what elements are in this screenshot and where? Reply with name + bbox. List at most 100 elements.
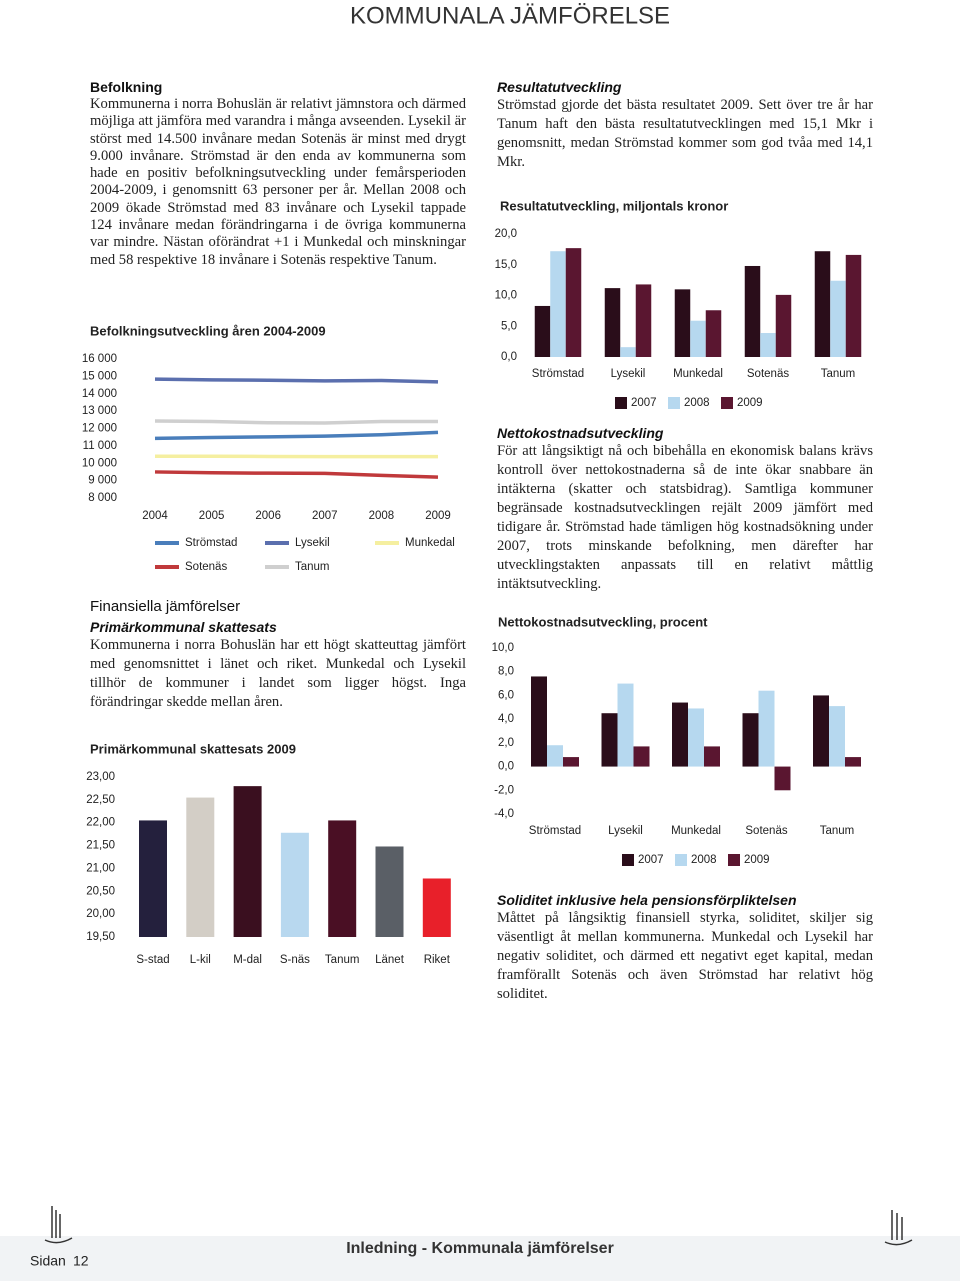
y-tick-label: 10,0 <box>495 290 517 302</box>
bar <box>705 310 722 357</box>
bar <box>635 284 652 357</box>
series-line <box>154 419 438 425</box>
bar <box>813 695 829 767</box>
x-tick-label: Tanum <box>820 825 855 837</box>
footer-band <box>0 1236 960 1281</box>
y-tick-label: -4,0 <box>494 808 514 820</box>
legend-label: 2008 <box>684 397 710 409</box>
bar <box>139 820 167 937</box>
bar <box>775 294 792 357</box>
legend-label: 2009 <box>737 397 763 409</box>
bar <box>704 746 720 767</box>
y-tick-label: 22,50 <box>86 794 115 806</box>
x-tick-label: S-näs <box>280 954 310 966</box>
x-tick-label: 2009 <box>425 510 451 522</box>
x-tick-label: Sotenäs <box>747 368 789 380</box>
y-tick-label: 20,50 <box>86 885 115 897</box>
bar <box>672 702 688 767</box>
legend-label: Strömstad <box>185 537 237 549</box>
y-tick-label: 4,0 <box>498 713 514 725</box>
y-tick-label: -2,0 <box>494 784 514 796</box>
x-tick-label: Munkedal <box>671 825 721 837</box>
bar <box>565 248 582 357</box>
y-tick-label: 19,50 <box>86 931 115 943</box>
legend-swatch <box>728 854 740 866</box>
section-heading: Befolkning <box>90 79 163 95</box>
y-tick-label: 10,0 <box>492 642 514 654</box>
bar <box>375 846 404 937</box>
x-tick-label: Lysekil <box>608 825 643 837</box>
x-tick-label: Strömstad <box>529 825 581 837</box>
bar <box>422 878 451 937</box>
bar <box>845 757 861 767</box>
section-heading: Soliditet inklusive hela pensionsförplik… <box>497 892 797 908</box>
bar <box>531 676 547 767</box>
bar <box>744 265 761 357</box>
bar <box>601 713 618 767</box>
x-tick-label: 2008 <box>369 510 395 522</box>
y-tick-label: 8 000 <box>88 492 117 504</box>
legend-label: 2008 <box>691 854 717 866</box>
section-heading: Resultatutveckling <box>497 79 622 95</box>
y-tick-label: 0,0 <box>501 351 517 363</box>
y-tick-label: 0,0 <box>498 761 514 773</box>
legend-swatch <box>615 397 627 409</box>
x-tick-label: Sotenäs <box>745 825 787 837</box>
y-tick-label: 22,00 <box>86 817 115 829</box>
legend-swatch <box>675 854 687 866</box>
y-tick-label: 15,0 <box>495 259 517 271</box>
x-tick-label: Riket <box>424 954 451 966</box>
legend-label: 2007 <box>638 854 664 866</box>
legend-label: Munkedal <box>405 537 455 549</box>
bar <box>774 766 791 791</box>
legend-swatch <box>721 397 733 409</box>
page-number: 12 <box>73 1253 89 1269</box>
y-tick-label: 21,50 <box>86 840 115 852</box>
page-label: Sidan <box>30 1253 66 1269</box>
x-tick-label: Länet <box>375 954 405 966</box>
x-tick-label: Tanum <box>325 954 360 966</box>
y-tick-label: 10 000 <box>82 457 117 469</box>
y-tick-label: 11 000 <box>83 440 117 452</box>
y-tick-label: 16 000 <box>82 353 117 365</box>
bar <box>742 713 759 767</box>
legend-label: Sotenäs <box>185 561 227 573</box>
x-tick-label: L-kil <box>190 954 211 966</box>
legend-swatch <box>668 397 680 409</box>
y-tick-label: 23,00 <box>86 771 115 783</box>
x-tick-label: Strömstad <box>532 368 584 380</box>
chart-title: Befolkningsutveckling åren 2004-2009 <box>90 323 326 338</box>
bar <box>845 254 862 357</box>
section-text: Kommunerna i norra Bohuslän har ett högt… <box>90 637 466 710</box>
y-tick-label: 20,00 <box>86 908 115 920</box>
y-tick-label: 20,0 <box>495 228 517 240</box>
bar <box>550 251 566 357</box>
section-heading: Finansiella jämförelser <box>90 598 241 615</box>
bar <box>760 333 776 357</box>
section-text: Kommunerna i norra Bohuslän är relativt … <box>90 96 466 268</box>
bar <box>328 820 357 937</box>
x-tick-label: 2007 <box>312 510 338 522</box>
bar <box>674 289 691 357</box>
bar <box>620 347 636 357</box>
bar <box>814 251 831 357</box>
section: Soliditet inklusive hela pensionsförplik… <box>497 892 873 1004</box>
y-tick-label: 15 000 <box>82 370 117 382</box>
y-tick-label: 13 000 <box>82 405 117 417</box>
y-tick-label: 8,0 <box>498 666 514 678</box>
bar <box>547 745 563 767</box>
x-tick-label: M-dal <box>233 954 262 966</box>
bar <box>829 706 845 767</box>
section-text: Måttet på långsiktig finansiell styrka, … <box>497 910 873 1002</box>
x-tick-label: 2004 <box>142 510 168 522</box>
boat-icon <box>884 1210 913 1246</box>
series-line <box>154 377 439 384</box>
bar <box>280 832 309 937</box>
section: Nettokostnadsutveckling För att långsikt… <box>497 425 873 594</box>
x-tick-label: 2006 <box>255 510 281 522</box>
y-tick-label: 9 000 <box>88 475 117 487</box>
section-heading: Nettokostnadsutveckling <box>497 425 664 441</box>
x-tick-label: Munkedal <box>673 368 723 380</box>
legend-label: 2007 <box>631 397 657 409</box>
